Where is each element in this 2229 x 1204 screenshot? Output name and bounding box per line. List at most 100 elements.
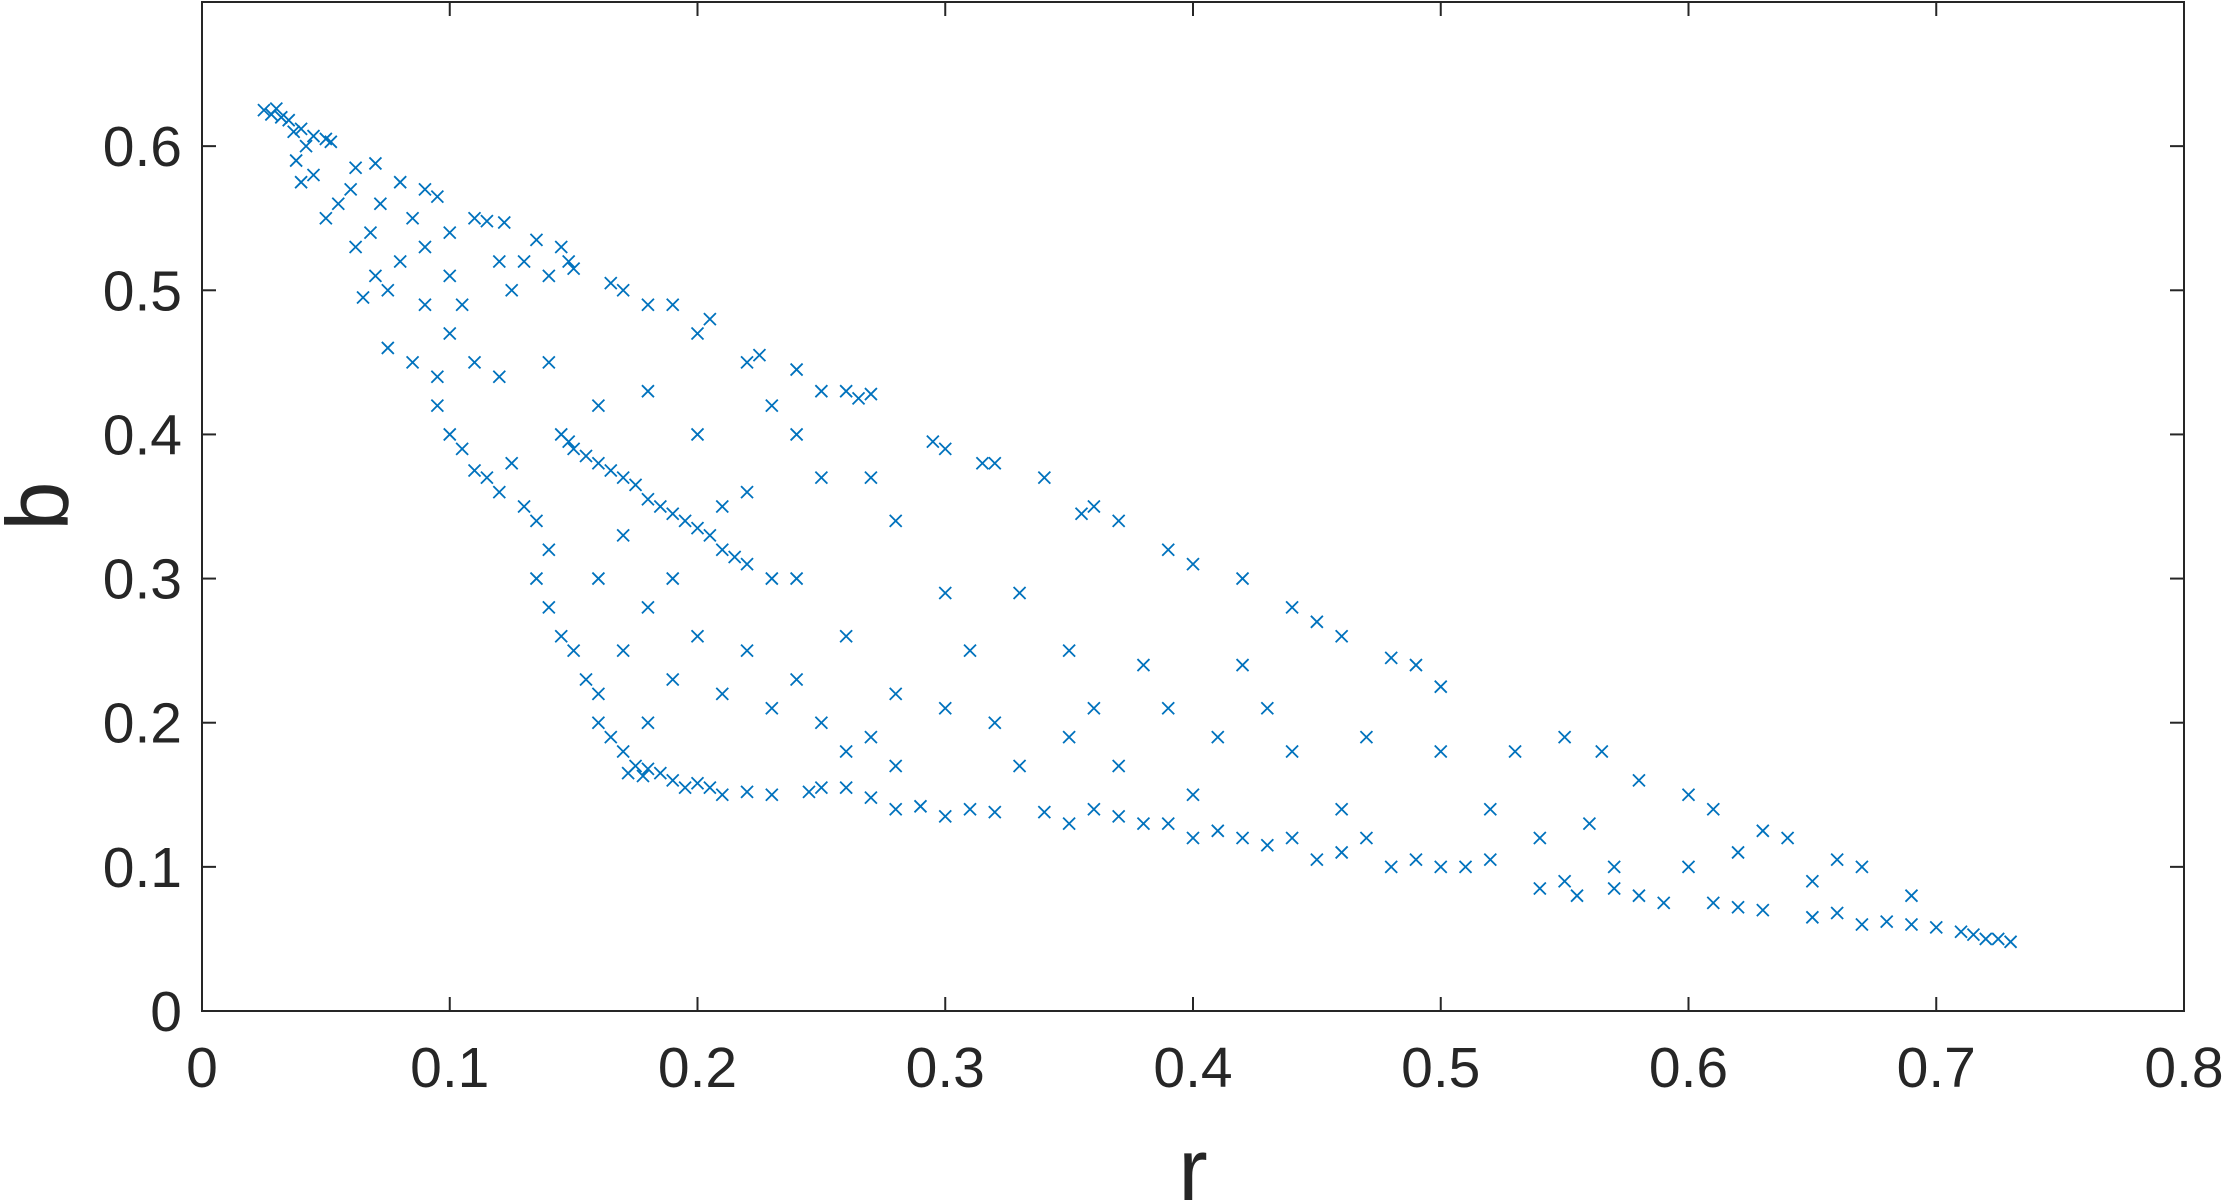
x-tick-label: 0.4: [1153, 1036, 1232, 1100]
data-point: [381, 341, 395, 355]
data-point: [1087, 499, 1101, 514]
data-point: [1310, 615, 1324, 629]
data-point: [1087, 802, 1101, 816]
data-point: [988, 456, 1002, 470]
data-point: [492, 370, 506, 384]
data-point: [529, 233, 544, 247]
data-point: [2003, 935, 2018, 949]
data-point: [443, 269, 457, 283]
data-point: [1880, 914, 1894, 929]
data-point: [1335, 802, 1349, 816]
data-point: [864, 471, 878, 485]
data-point: [480, 471, 494, 485]
data-point: [505, 456, 519, 470]
data-point: [368, 156, 383, 171]
data-point: [492, 485, 506, 499]
data-point: [1483, 853, 1497, 867]
data-point: [1112, 809, 1126, 824]
data-point: [1780, 831, 1795, 845]
data-point: [1805, 910, 1820, 924]
data-point: [443, 427, 457, 442]
data-point: [405, 211, 420, 225]
data-point: [889, 802, 903, 816]
data-point: [1904, 917, 1919, 932]
data-point: [1335, 629, 1349, 643]
data-point: [616, 471, 630, 485]
data-point: [641, 600, 655, 615]
y-tick-label: 0.1: [103, 836, 182, 900]
data-point: [1706, 896, 1720, 910]
data-point: [467, 211, 482, 225]
data-point: [678, 780, 692, 795]
data-point: [443, 225, 457, 240]
data-point: [306, 168, 321, 182]
data-point: [1508, 744, 1522, 759]
data-point: [373, 197, 388, 211]
data-point: [1260, 701, 1274, 715]
y-tick-label: 0.4: [103, 403, 182, 467]
data-point: [889, 687, 903, 701]
data-point: [616, 283, 630, 297]
data-point: [1409, 853, 1423, 867]
data-point: [789, 672, 804, 687]
x-tick-label: 0.3: [906, 1036, 985, 1100]
data-point: [1830, 853, 1844, 867]
data-point: [666, 298, 680, 312]
data-point: [926, 434, 940, 449]
data-point: [529, 571, 544, 586]
data-point: [430, 370, 444, 384]
data-point: [289, 153, 303, 168]
data-point: [1731, 900, 1745, 914]
data-point: [591, 687, 606, 701]
data-point: [765, 788, 779, 802]
data-point: [529, 514, 544, 528]
data-point: [703, 528, 717, 542]
data-point: [591, 456, 606, 470]
data-point: [703, 780, 717, 795]
data-point: [604, 463, 618, 478]
data-point: [1805, 874, 1820, 888]
data-point: [1260, 838, 1274, 852]
data-point: [1409, 658, 1423, 672]
data-point: [1632, 773, 1646, 788]
data-point: [1012, 586, 1027, 600]
x-tick-label: 0.8: [2144, 1036, 2223, 1100]
y-tick-label: 0.6: [103, 115, 182, 179]
data-point: [1074, 507, 1089, 521]
x-tick-label: 0.2: [658, 1036, 737, 1100]
data-point: [1359, 730, 1374, 744]
data-point: [678, 514, 692, 528]
data-point: [666, 672, 680, 687]
data-point: [1285, 744, 1299, 759]
data-point: [282, 113, 296, 127]
data-point: [306, 129, 321, 143]
data-point: [381, 283, 395, 297]
data-point: [839, 780, 853, 795]
data-point: [740, 644, 754, 658]
data-point: [542, 269, 556, 283]
data-point: [348, 240, 363, 254]
data-point: [1384, 860, 1398, 874]
data-point: [1161, 701, 1175, 715]
data-point: [542, 355, 556, 369]
data-point: [294, 122, 308, 136]
data-point: [1310, 853, 1324, 867]
data-point: [604, 276, 618, 290]
data-point: [1570, 889, 1584, 903]
data-point: [814, 471, 829, 485]
y-axis-label: b: [0, 482, 87, 531]
data-point: [963, 644, 977, 658]
data-point: [591, 398, 606, 413]
data-point: [269, 102, 283, 116]
data-point: [1855, 860, 1869, 874]
data-point: [814, 780, 829, 795]
data-point: [628, 478, 643, 492]
data-point: [740, 485, 754, 499]
data-point: [1112, 759, 1126, 773]
data-point: [690, 521, 705, 535]
data-point: [430, 189, 444, 204]
data-point: [591, 571, 606, 586]
data-point: [1186, 788, 1200, 802]
data-point: [690, 427, 705, 442]
data-point: [348, 161, 363, 175]
